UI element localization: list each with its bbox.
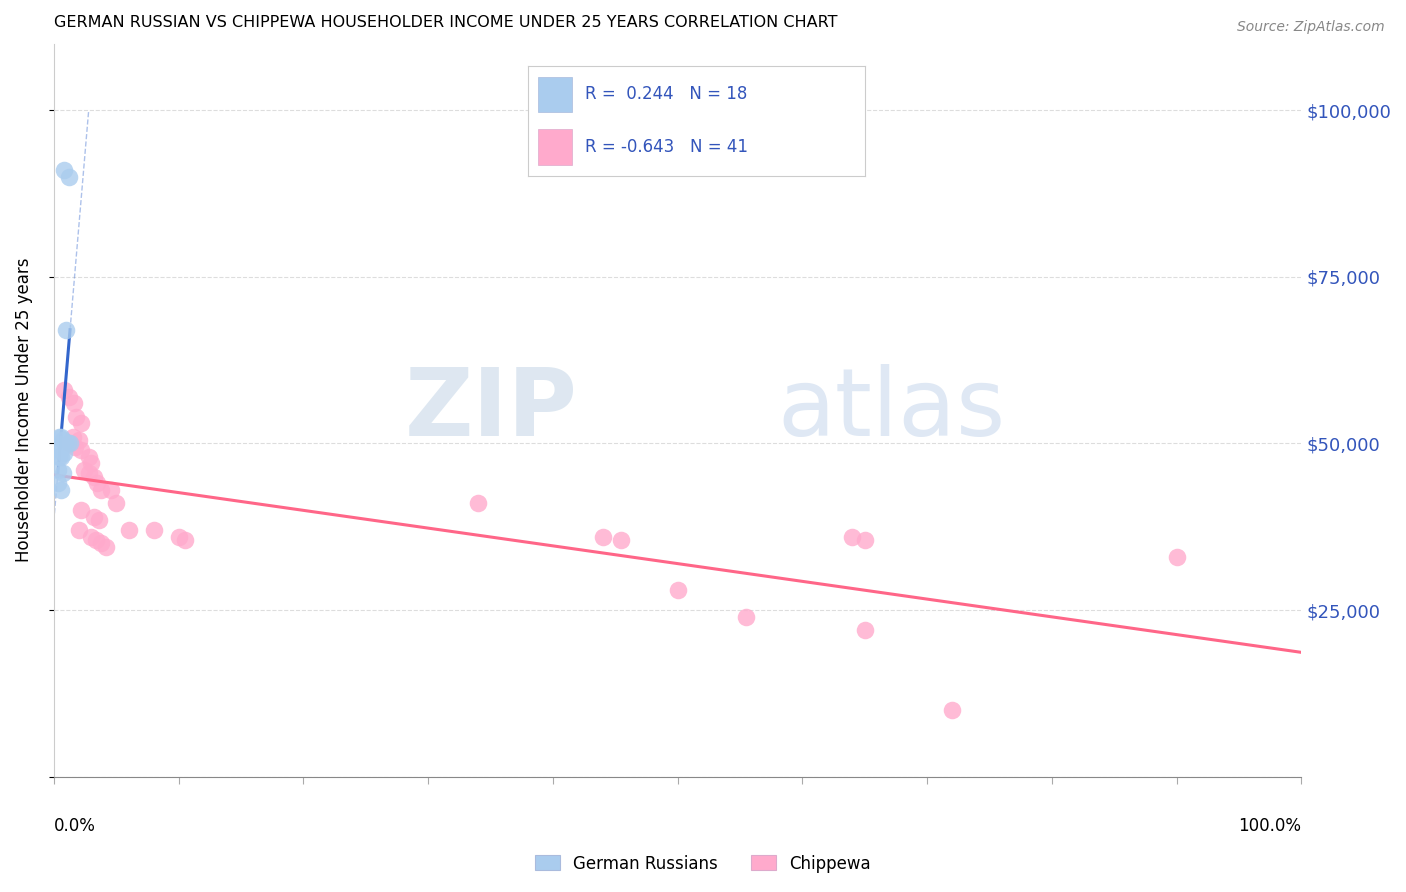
Point bbox=[56, 436, 79, 450]
Point bbox=[46, 476, 69, 491]
Point bbox=[51, 450, 73, 464]
Point bbox=[77, 450, 100, 464]
Point bbox=[142, 523, 165, 537]
Point bbox=[52, 163, 75, 178]
Point bbox=[62, 396, 84, 410]
Point bbox=[65, 409, 87, 424]
Point bbox=[80, 530, 103, 544]
Point bbox=[735, 609, 758, 624]
Point bbox=[51, 467, 73, 481]
Point bbox=[87, 513, 110, 527]
Point bbox=[58, 390, 80, 404]
Point bbox=[46, 463, 69, 477]
Point bbox=[70, 417, 93, 431]
Point bbox=[100, 483, 122, 497]
Point bbox=[853, 623, 876, 637]
Point bbox=[77, 467, 100, 481]
Text: Source: ZipAtlas.com: Source: ZipAtlas.com bbox=[1237, 20, 1385, 34]
Point bbox=[63, 440, 86, 454]
Point bbox=[610, 533, 633, 547]
Point bbox=[52, 446, 75, 460]
Point bbox=[96, 540, 118, 554]
Point bbox=[467, 496, 489, 510]
Point bbox=[48, 430, 70, 444]
Point bbox=[52, 383, 75, 397]
Point bbox=[90, 536, 112, 550]
Point bbox=[592, 530, 614, 544]
Text: GERMAN RUSSIAN VS CHIPPEWA HOUSEHOLDER INCOME UNDER 25 YEARS CORRELATION CHART: GERMAN RUSSIAN VS CHIPPEWA HOUSEHOLDER I… bbox=[53, 15, 838, 30]
Point bbox=[51, 433, 73, 447]
Point bbox=[70, 443, 93, 458]
Point bbox=[67, 523, 90, 537]
Text: ZIP: ZIP bbox=[405, 364, 578, 456]
Point bbox=[51, 483, 73, 497]
Point bbox=[59, 436, 82, 450]
Point bbox=[941, 703, 963, 717]
Point bbox=[53, 436, 76, 450]
Text: 100.0%: 100.0% bbox=[1239, 817, 1302, 835]
Point bbox=[51, 443, 73, 458]
Point bbox=[73, 463, 96, 477]
Point bbox=[48, 443, 70, 458]
Point bbox=[83, 470, 105, 484]
Point bbox=[90, 483, 112, 497]
Point bbox=[62, 430, 84, 444]
Point bbox=[1166, 549, 1188, 564]
Point bbox=[70, 503, 93, 517]
Point bbox=[173, 533, 195, 547]
Point bbox=[84, 533, 107, 547]
Point bbox=[67, 433, 90, 447]
Legend: German Russians, Chippewa: German Russians, Chippewa bbox=[529, 848, 877, 880]
Point bbox=[80, 457, 103, 471]
Point bbox=[841, 530, 863, 544]
Point bbox=[853, 533, 876, 547]
Point bbox=[51, 430, 73, 444]
Point bbox=[666, 582, 689, 597]
Point bbox=[48, 450, 70, 464]
Y-axis label: Householder Income Under 25 years: Householder Income Under 25 years bbox=[15, 258, 32, 562]
Point bbox=[86, 476, 108, 491]
Point bbox=[167, 530, 190, 544]
Point bbox=[83, 509, 105, 524]
Point bbox=[118, 523, 141, 537]
Point bbox=[55, 323, 77, 337]
Point bbox=[58, 436, 80, 450]
Text: 0.0%: 0.0% bbox=[53, 817, 96, 835]
Text: atlas: atlas bbox=[778, 364, 1005, 456]
Point bbox=[58, 169, 80, 184]
Point bbox=[105, 496, 128, 510]
